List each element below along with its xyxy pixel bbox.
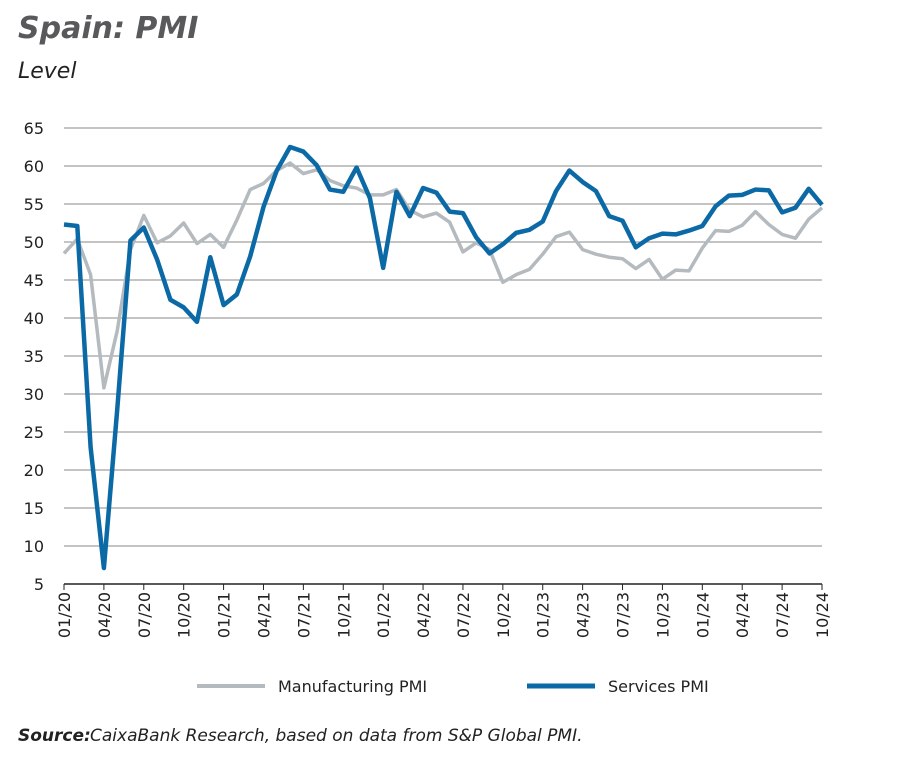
chart-title: Spain: PMI <box>18 11 198 46</box>
y-tick-label: 40 <box>24 309 44 328</box>
x-tick-label: 01/22 <box>374 592 393 638</box>
y-tick-label: 15 <box>24 499 44 518</box>
x-tick-label: 10/21 <box>334 592 353 638</box>
series-line <box>63 144 824 571</box>
source-text: CaixaBank Research, based on data from S… <box>90 726 583 746</box>
x-tick-label: 04/24 <box>733 592 752 638</box>
x-tick-label: 04/22 <box>414 592 433 638</box>
x-tick-label: 04/20 <box>95 592 114 638</box>
x-tick-label: 07/24 <box>773 592 792 638</box>
x-tick-label: 01/21 <box>215 592 234 638</box>
x-tick-label: 10/24 <box>813 592 832 638</box>
x-tick-label: 10/20 <box>175 592 194 638</box>
series-line <box>62 161 824 390</box>
y-tick-label: 5 <box>34 575 44 594</box>
y-tick-label: 45 <box>24 271 44 290</box>
x-tick-label: 10/23 <box>653 592 672 638</box>
legend-label: Manufacturing PMI <box>278 677 427 696</box>
x-tick-label: 01/24 <box>693 592 712 638</box>
legend-label: Services PMI <box>608 677 709 696</box>
x-tick-label: 01/20 <box>55 592 74 638</box>
y-tick-label: 35 <box>24 347 44 366</box>
chart-subtitle: Level <box>18 59 76 84</box>
x-tick-label: 07/23 <box>614 592 633 638</box>
y-tick-label: 65 <box>24 119 44 138</box>
source-label: Source: <box>18 726 91 746</box>
x-tick-label: 10/22 <box>494 592 513 638</box>
x-tick-label: 07/21 <box>294 592 313 638</box>
x-tick-label: 07/20 <box>135 592 154 638</box>
x-tick-label: 01/23 <box>534 592 553 638</box>
y-tick-label: 20 <box>24 461 44 480</box>
x-tick-label: 04/21 <box>254 592 273 638</box>
x-tick-label: 04/23 <box>574 592 593 638</box>
y-tick-label: 10 <box>24 537 44 556</box>
y-tick-label: 25 <box>24 423 44 442</box>
y-tick-label: 55 <box>24 195 44 214</box>
y-tick-label: 60 <box>24 157 44 176</box>
y-tick-label: 30 <box>24 385 44 404</box>
x-tick-label: 07/22 <box>454 592 473 638</box>
y-tick-label: 50 <box>24 233 44 252</box>
